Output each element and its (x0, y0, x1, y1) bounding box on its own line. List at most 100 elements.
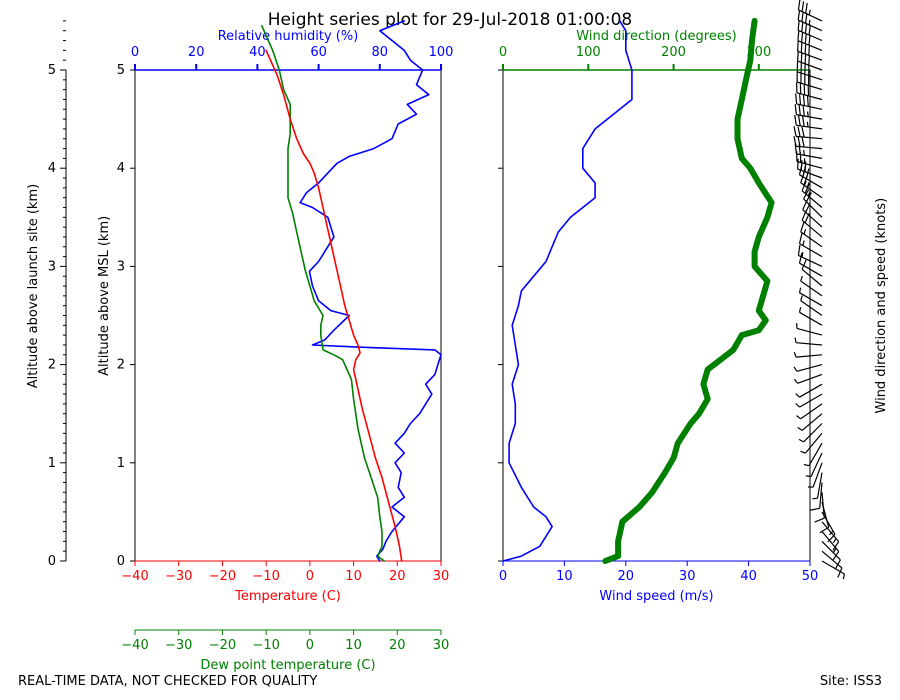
wind-direction-line (602, 17, 775, 564)
wind-barb (798, 252, 823, 277)
wind-barb-half-feather (796, 415, 802, 420)
wind-barb (796, 403, 823, 420)
wind-barb-feather (797, 136, 801, 147)
wind-barb-shaft (821, 540, 841, 561)
wind-barb (793, 364, 823, 372)
wind-barb (793, 126, 823, 140)
wind-barb-feather (797, 0, 801, 10)
wind-barb-shaft (800, 182, 823, 199)
temperature-tick-label: 10 (345, 569, 362, 584)
wind-barb-half-feather (800, 275, 803, 282)
wind-barb-feather (802, 105, 805, 117)
wind-barb (800, 221, 823, 248)
wind-barb-shaft (798, 9, 823, 22)
wind-barb (794, 104, 823, 120)
wind-barb (805, 452, 823, 478)
wind-barb-feather (797, 9, 801, 21)
wind-barb-shaft (796, 124, 823, 130)
wind-barb-shaft (796, 92, 823, 101)
wind-barb-shaft (797, 19, 823, 32)
wind-barb (821, 550, 843, 578)
site-label: Site: ISS3 (819, 674, 882, 689)
wind-barb-shaft (801, 268, 823, 287)
wind-barb-half-feather (806, 121, 809, 128)
wind-barb-feather (805, 168, 810, 179)
wind-barb-shaft (796, 103, 823, 110)
wind-barb-shaft (821, 521, 840, 542)
launch-altitude-tick-label: 0 (48, 554, 56, 569)
launch-altitude-tick-label: 2 (48, 358, 56, 373)
wind-barb-half-feather (828, 530, 834, 536)
wind-barb-shaft (812, 462, 823, 488)
wind-barb-feather (801, 126, 805, 138)
wind-barb-half-feather (832, 538, 837, 544)
wind-barb-feather (795, 93, 798, 104)
wind-barb-feather (805, 2, 808, 14)
wind-barb-feather (801, 136, 805, 148)
temperature-tick-label: 20 (389, 569, 406, 584)
wind-barb-shaft (798, 254, 823, 267)
wind-barb (801, 180, 823, 208)
wind-barb-shaft (797, 60, 823, 71)
wind-barb (797, 158, 823, 179)
wind-barb-shaft (797, 40, 823, 51)
wind-barb-shaft (799, 393, 823, 408)
dewpoint-tick-label: 20 (389, 638, 406, 653)
wind-barb-feather (809, 507, 820, 511)
wind-barb-shaft (797, 168, 823, 179)
wind-barb (800, 295, 823, 316)
temperature-tick-label: −10 (252, 569, 279, 584)
wind-barb-half-feather (803, 150, 805, 156)
humidity-tick-label: 80 (372, 45, 389, 60)
wind-barb-feather (804, 43, 807, 55)
wind-speed-line (502, 20, 633, 562)
wind-barb-shaft (796, 153, 823, 159)
wind-barb-feather (808, 34, 811, 46)
wind-barb-feather (794, 114, 797, 126)
temperature-line (265, 49, 403, 562)
launch-altitude-tick-label: 4 (48, 161, 56, 176)
wind-barb-shaft (796, 364, 823, 372)
wind-speed-tick-label: 10 (556, 569, 573, 584)
wind-barb-feather (797, 158, 799, 170)
wind-barb (793, 373, 823, 384)
quality-notice: REAL-TIME DATA, NOT CHECKED FOR QUALITY (18, 674, 318, 689)
temperature-tick-label: 30 (433, 569, 450, 584)
wind-barb-feather (801, 180, 807, 192)
wind-barb-half-feather (795, 393, 800, 398)
wind-barb (793, 135, 823, 150)
temperature-tick-label: −40 (121, 569, 148, 584)
dewpoint-tick-label: −20 (209, 638, 236, 653)
msl-altitude-tick-label: 2 (117, 358, 125, 373)
humidity-tick-label: 20 (188, 45, 205, 60)
wind-barb-half-feather (832, 548, 837, 554)
wind-barb-shaft (800, 280, 823, 297)
wind-barb-shaft (796, 342, 823, 346)
msl-altitude-tick-label: 5 (117, 63, 125, 78)
wind-barb-shaft (803, 198, 823, 218)
wind-barb-feather (801, 11, 804, 22)
wind-speed-tick-label: 20 (618, 569, 635, 584)
launch-altitude-tick-label: 5 (48, 63, 56, 78)
wind-barb-feather (808, 44, 810, 56)
wind-barb-feather (804, 183, 810, 194)
figure-title: Height series plot for 29-Jul-2018 01:00… (267, 10, 633, 30)
wind-barb-feather (805, 12, 808, 24)
wind-speed-tick-label: 50 (802, 569, 819, 584)
wind-barb-half-feather (808, 19, 811, 26)
wind-barb (797, 413, 823, 431)
wind-barb-shaft (796, 135, 823, 140)
wind-barb-shaft (796, 160, 823, 169)
wind-barb (797, 9, 823, 32)
wind-speed-tick-label: 0 (499, 569, 507, 584)
temperature-axis-label: Temperature (C) (234, 589, 341, 604)
wind-barb-shaft (796, 354, 823, 358)
wind-barb-shaft (797, 71, 823, 81)
wind-barb-feather (798, 233, 803, 244)
wind-barb-feather (800, 160, 803, 171)
wind-barb-shaft (799, 383, 823, 398)
wind-barb (803, 442, 823, 467)
wind-barb-feather (804, 161, 807, 172)
wind-barb-feather (832, 541, 840, 551)
launch-altitude-axis-label: Altitude above launch site (km) (26, 184, 41, 388)
